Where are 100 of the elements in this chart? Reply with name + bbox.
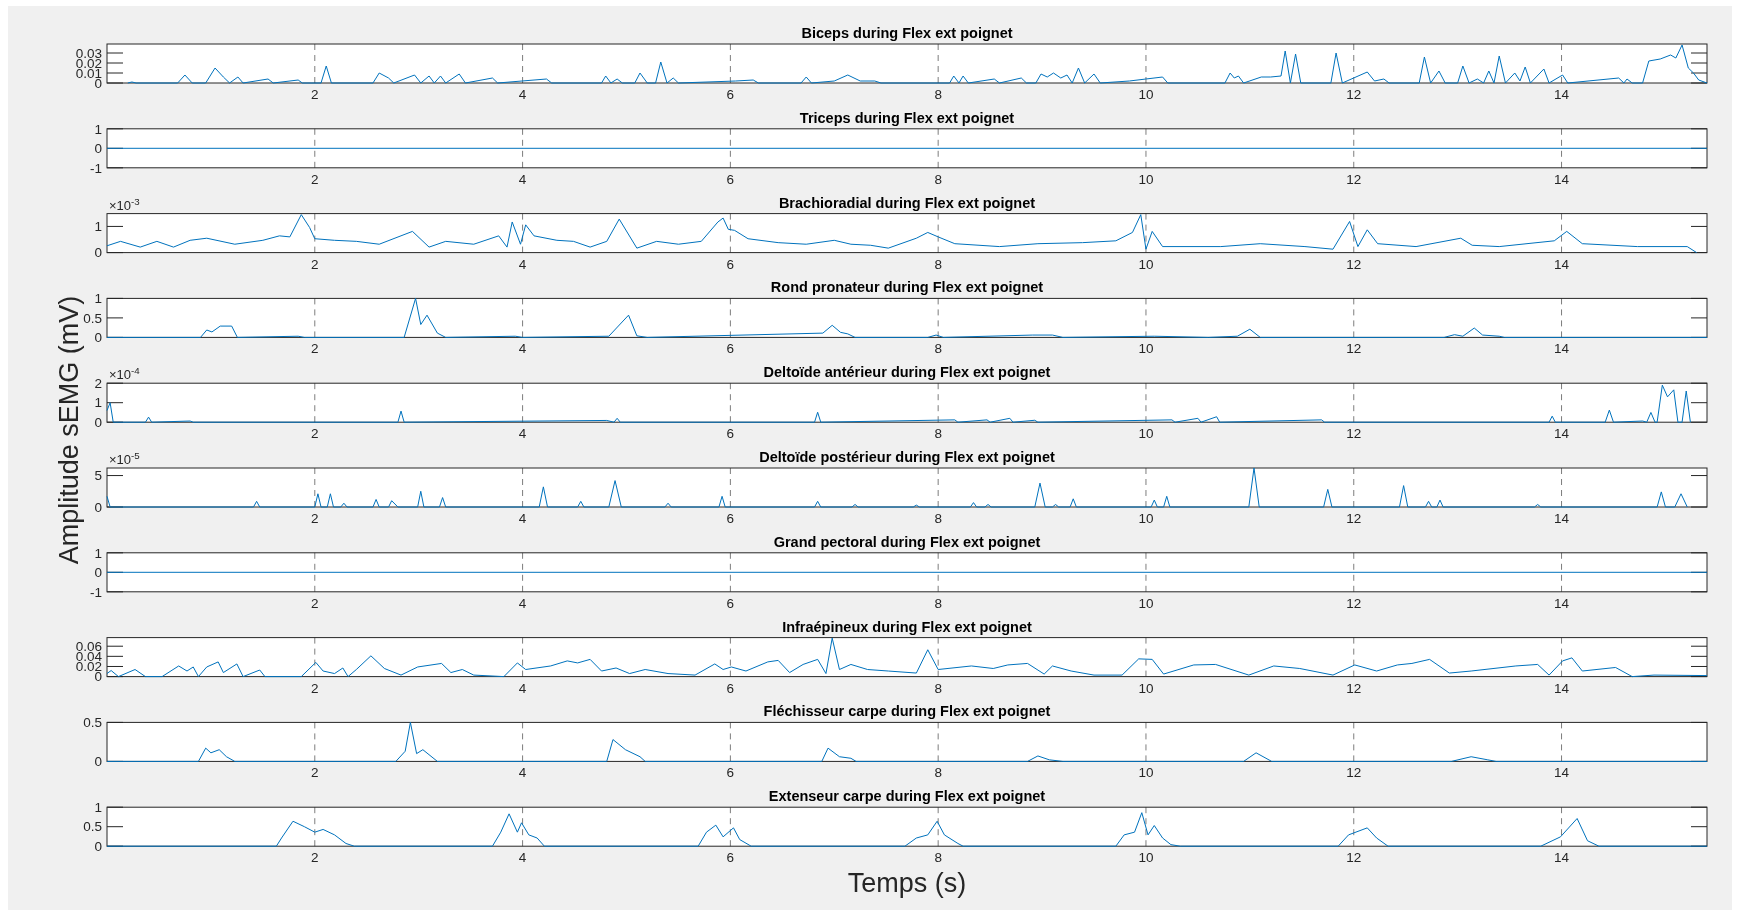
x-tick-label: 12 [1346,511,1362,526]
x-axis-title: Temps (s) [847,868,967,899]
y-tick-label: -1 [89,584,102,600]
x-tick-label: 12 [1346,171,1362,187]
chart-title: Triceps during Flex ext poignet [799,109,1015,126]
x-tick-label: 4 [518,850,527,866]
line-series [106,812,1708,847]
x-tick-label: 10 [1138,680,1154,696]
x-tick-label: 4 [518,87,527,102]
y-axis-title: Amplitude sEMG (mV) [54,295,84,565]
x-tick-label: 2 [311,511,319,526]
y-tick-label: 0 [94,141,102,157]
chart-title: Biceps during Flex ext poignet [801,25,1013,41]
x-tick-label: 14 [1554,850,1570,866]
x-tick-label: 14 [1554,171,1570,187]
line-series [106,297,1708,338]
x-tick-label: 8 [934,850,942,866]
chart-title: Infraépineux during Flex ext poignet [782,618,1033,635]
x-tick-label: 14 [1554,511,1570,526]
x-tick-label: 12 [1346,765,1362,781]
x-tick-label: 10 [1138,87,1154,102]
y-tick-label: 1 [94,121,102,137]
x-tick-label: 6 [726,87,735,102]
y-tick-label: 0 [94,414,102,430]
y-tick-label: -1 [89,160,102,176]
x-tick-label: 10 [1138,595,1154,611]
x-tick-label: 2 [311,765,319,781]
x-tick-label: 6 [726,426,735,442]
y-tick-label: 2 [94,375,102,391]
x-tick-label: 14 [1554,765,1570,781]
y-tick-label: 0.5 [83,819,102,835]
x-tick-label: 8 [934,595,942,611]
x-tick-label: 2 [311,171,319,187]
x-tick-label: 6 [726,850,735,866]
x-tick-label: 8 [934,87,942,102]
text: ×10$^{-3}$ [109,195,140,213]
x-tick-label: 6 [726,765,735,781]
y-tick-label: 1 [94,799,102,815]
x-tick-label: 14 [1554,680,1570,696]
x-tick-label: 10 [1138,256,1154,272]
y-tick-label: 1 [94,545,102,561]
x-tick-label: 2 [311,680,319,696]
line-series [106,384,1691,423]
x-tick-label: 4 [518,171,527,187]
text: ×10$^{-5}$ [109,449,141,467]
x-tick-label: 14 [1554,595,1570,611]
x-tick-label: 6 [726,595,735,611]
x-tick-label: 10 [1138,850,1154,866]
x-tick-label: 12 [1346,426,1362,442]
y-tick-label: 1 [94,395,102,411]
x-tick-label: 2 [311,850,319,866]
x-tick-label: 4 [518,256,527,272]
y-tick-label: 5 [94,468,102,484]
chart-title: Grand pectoral during Flex ext poignet [773,533,1041,550]
x-tick-label: 8 [934,426,942,442]
line-series [106,721,1708,762]
y-tick-label: 0 [94,754,102,770]
x-tick-label: 4 [518,426,527,442]
x-tick-label: 2 [311,341,319,357]
chart-title: Brachioradial during Flex ext poignet [778,194,1036,211]
x-tick-label: 6 [726,256,735,272]
chart-title: Extenseur carpe during Flex ext poignet [768,788,1046,805]
x-tick-label: 8 [934,171,942,187]
chart-title: Fléchisseur carpe during Flex ext poignet [763,703,1051,720]
y-tick-label: 0 [94,499,102,515]
x-tick-label: 4 [518,680,527,696]
x-tick-label: 12 [1346,595,1362,611]
x-tick-label: 14 [1554,341,1570,357]
x-tick-label: 10 [1138,341,1154,357]
x-tick-label: 4 [518,595,527,611]
x-tick-label: 8 [934,765,942,781]
x-tick-label: 2 [311,87,319,102]
x-tick-label: 2 [311,595,319,611]
x-tick-label: 6 [726,680,735,696]
y-tick-label: 1 [94,219,102,235]
y-tick-label: 0 [94,330,102,346]
x-tick-label: 10 [1138,765,1154,781]
y-tick-label: 0 [94,75,102,91]
y-tick-label: 0 [94,565,102,581]
x-tick-label: 12 [1346,256,1362,272]
x-tick-label: 6 [726,511,735,526]
x-tick-label: 12 [1346,680,1362,696]
x-tick-label: 4 [518,765,527,781]
x-tick-label: 10 [1138,511,1154,526]
x-tick-label: 8 [934,256,942,272]
chart-title: Rond pronateur during Flex ext poignet [770,279,1044,296]
x-tick-label: 12 [1346,850,1362,866]
x-tick-label: 10 [1138,171,1154,187]
x-tick-label: 12 [1346,87,1362,102]
x-tick-label: 12 [1346,341,1362,357]
x-tick-label: 8 [934,680,942,696]
line-series [127,44,1708,84]
line-series [106,467,1688,508]
line-series [106,637,1708,678]
x-tick-label: 2 [311,426,319,442]
x-tick-label: 6 [726,341,735,357]
y-tick-label: 1 [94,291,102,307]
x-tick-label: 8 [934,341,942,357]
x-tick-label: 14 [1554,87,1570,102]
y-tick-label: 0.5 [83,310,102,326]
